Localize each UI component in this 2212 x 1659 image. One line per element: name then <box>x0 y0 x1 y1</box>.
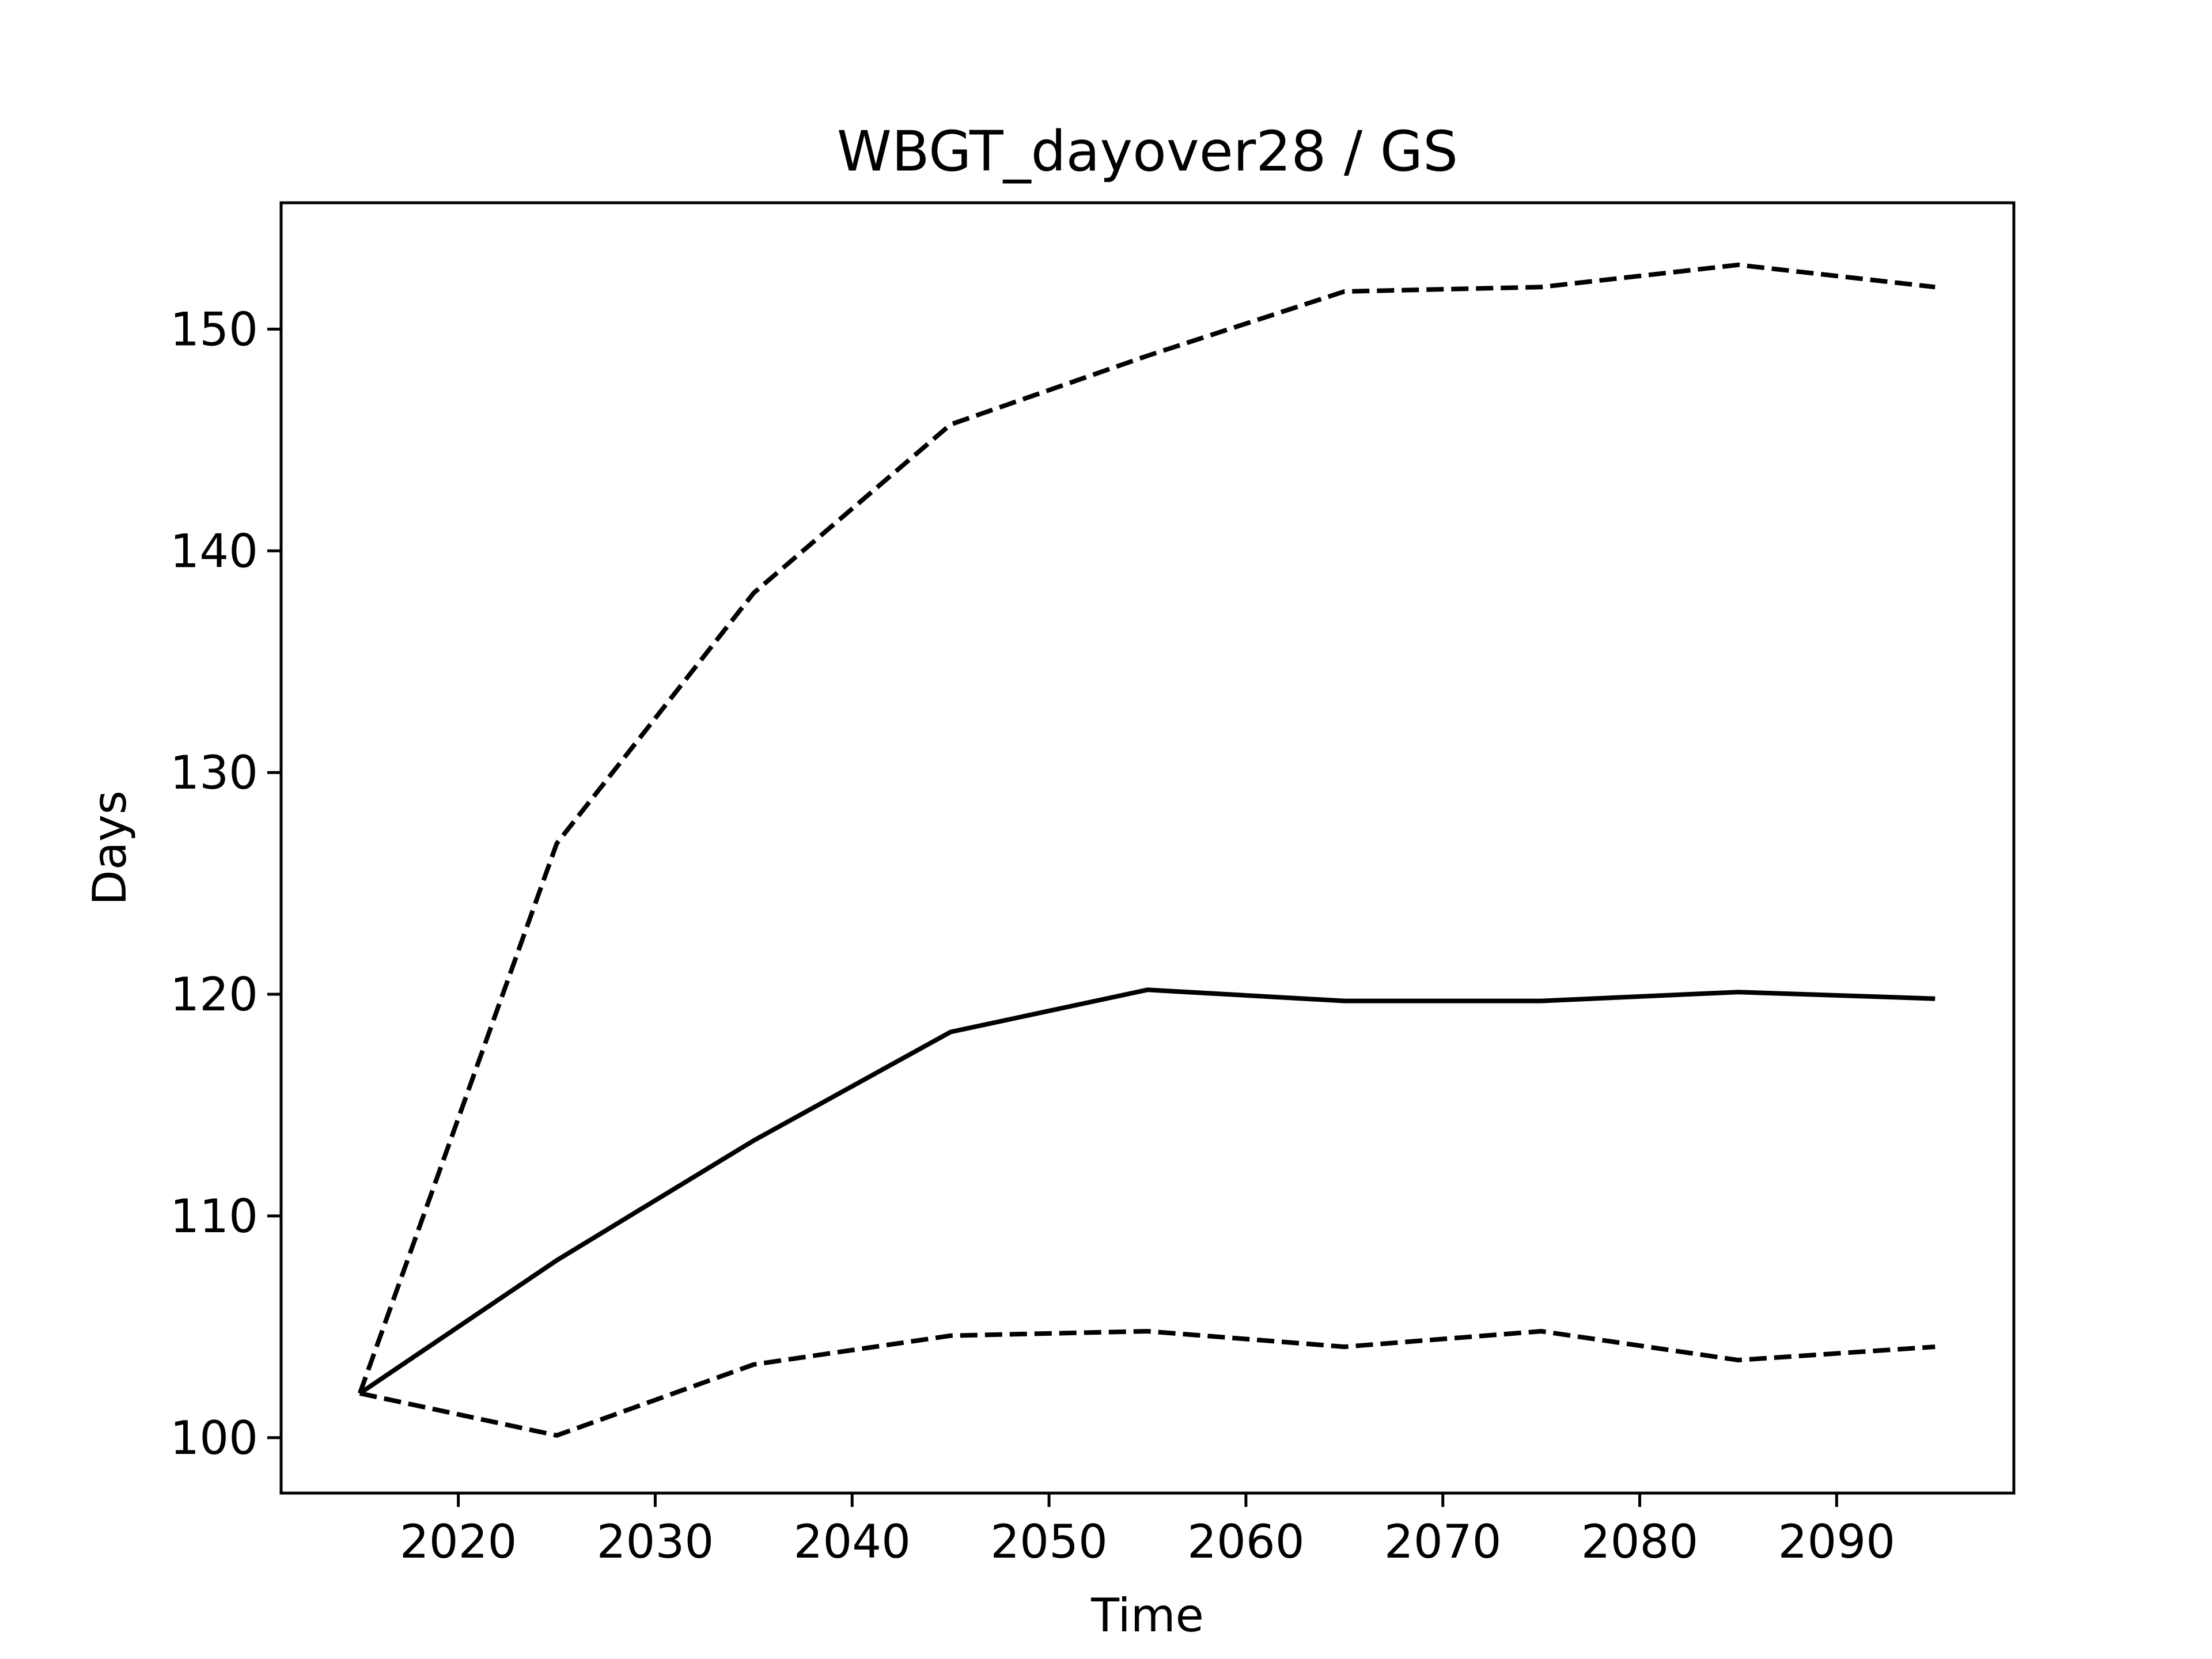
series-line-3-dashed <box>359 1329 1936 1438</box>
x-tick-label: 2070 <box>1384 1515 1502 1569</box>
chart-title: WBGT_dayover28 / GS <box>837 119 1458 184</box>
y-tick-label: 100 <box>170 1411 258 1465</box>
y-tick-label: 110 <box>170 1190 258 1243</box>
y-tick-label: 130 <box>170 746 258 800</box>
series-line-2-solid <box>358 987 1936 1396</box>
series-line-1-dashed <box>357 262 1936 1395</box>
y-axis: 100 110 120 130 140 150 <box>170 302 281 1465</box>
x-tick-label: 2060 <box>1187 1515 1305 1569</box>
x-tick-label: 2090 <box>1778 1515 1896 1569</box>
x-tick-label: 2080 <box>1581 1515 1699 1569</box>
x-axis: 2020 2030 2040 2050 2060 2070 2080 2090 <box>400 1493 1895 1569</box>
x-tick-label: 2030 <box>597 1515 714 1569</box>
x-tick-label: 2040 <box>793 1515 911 1569</box>
x-tick-label: 2020 <box>400 1515 517 1569</box>
axes-frame <box>279 201 2016 1495</box>
plot-area <box>357 262 1936 1438</box>
y-tick-label: 150 <box>170 302 258 356</box>
x-tick-label: 2050 <box>990 1515 1108 1569</box>
y-tick-label: 140 <box>170 524 258 578</box>
x-axis-label: Time <box>1090 1589 1204 1642</box>
y-tick-label: 120 <box>170 968 258 1021</box>
y-axis-label: Days <box>83 790 137 906</box>
